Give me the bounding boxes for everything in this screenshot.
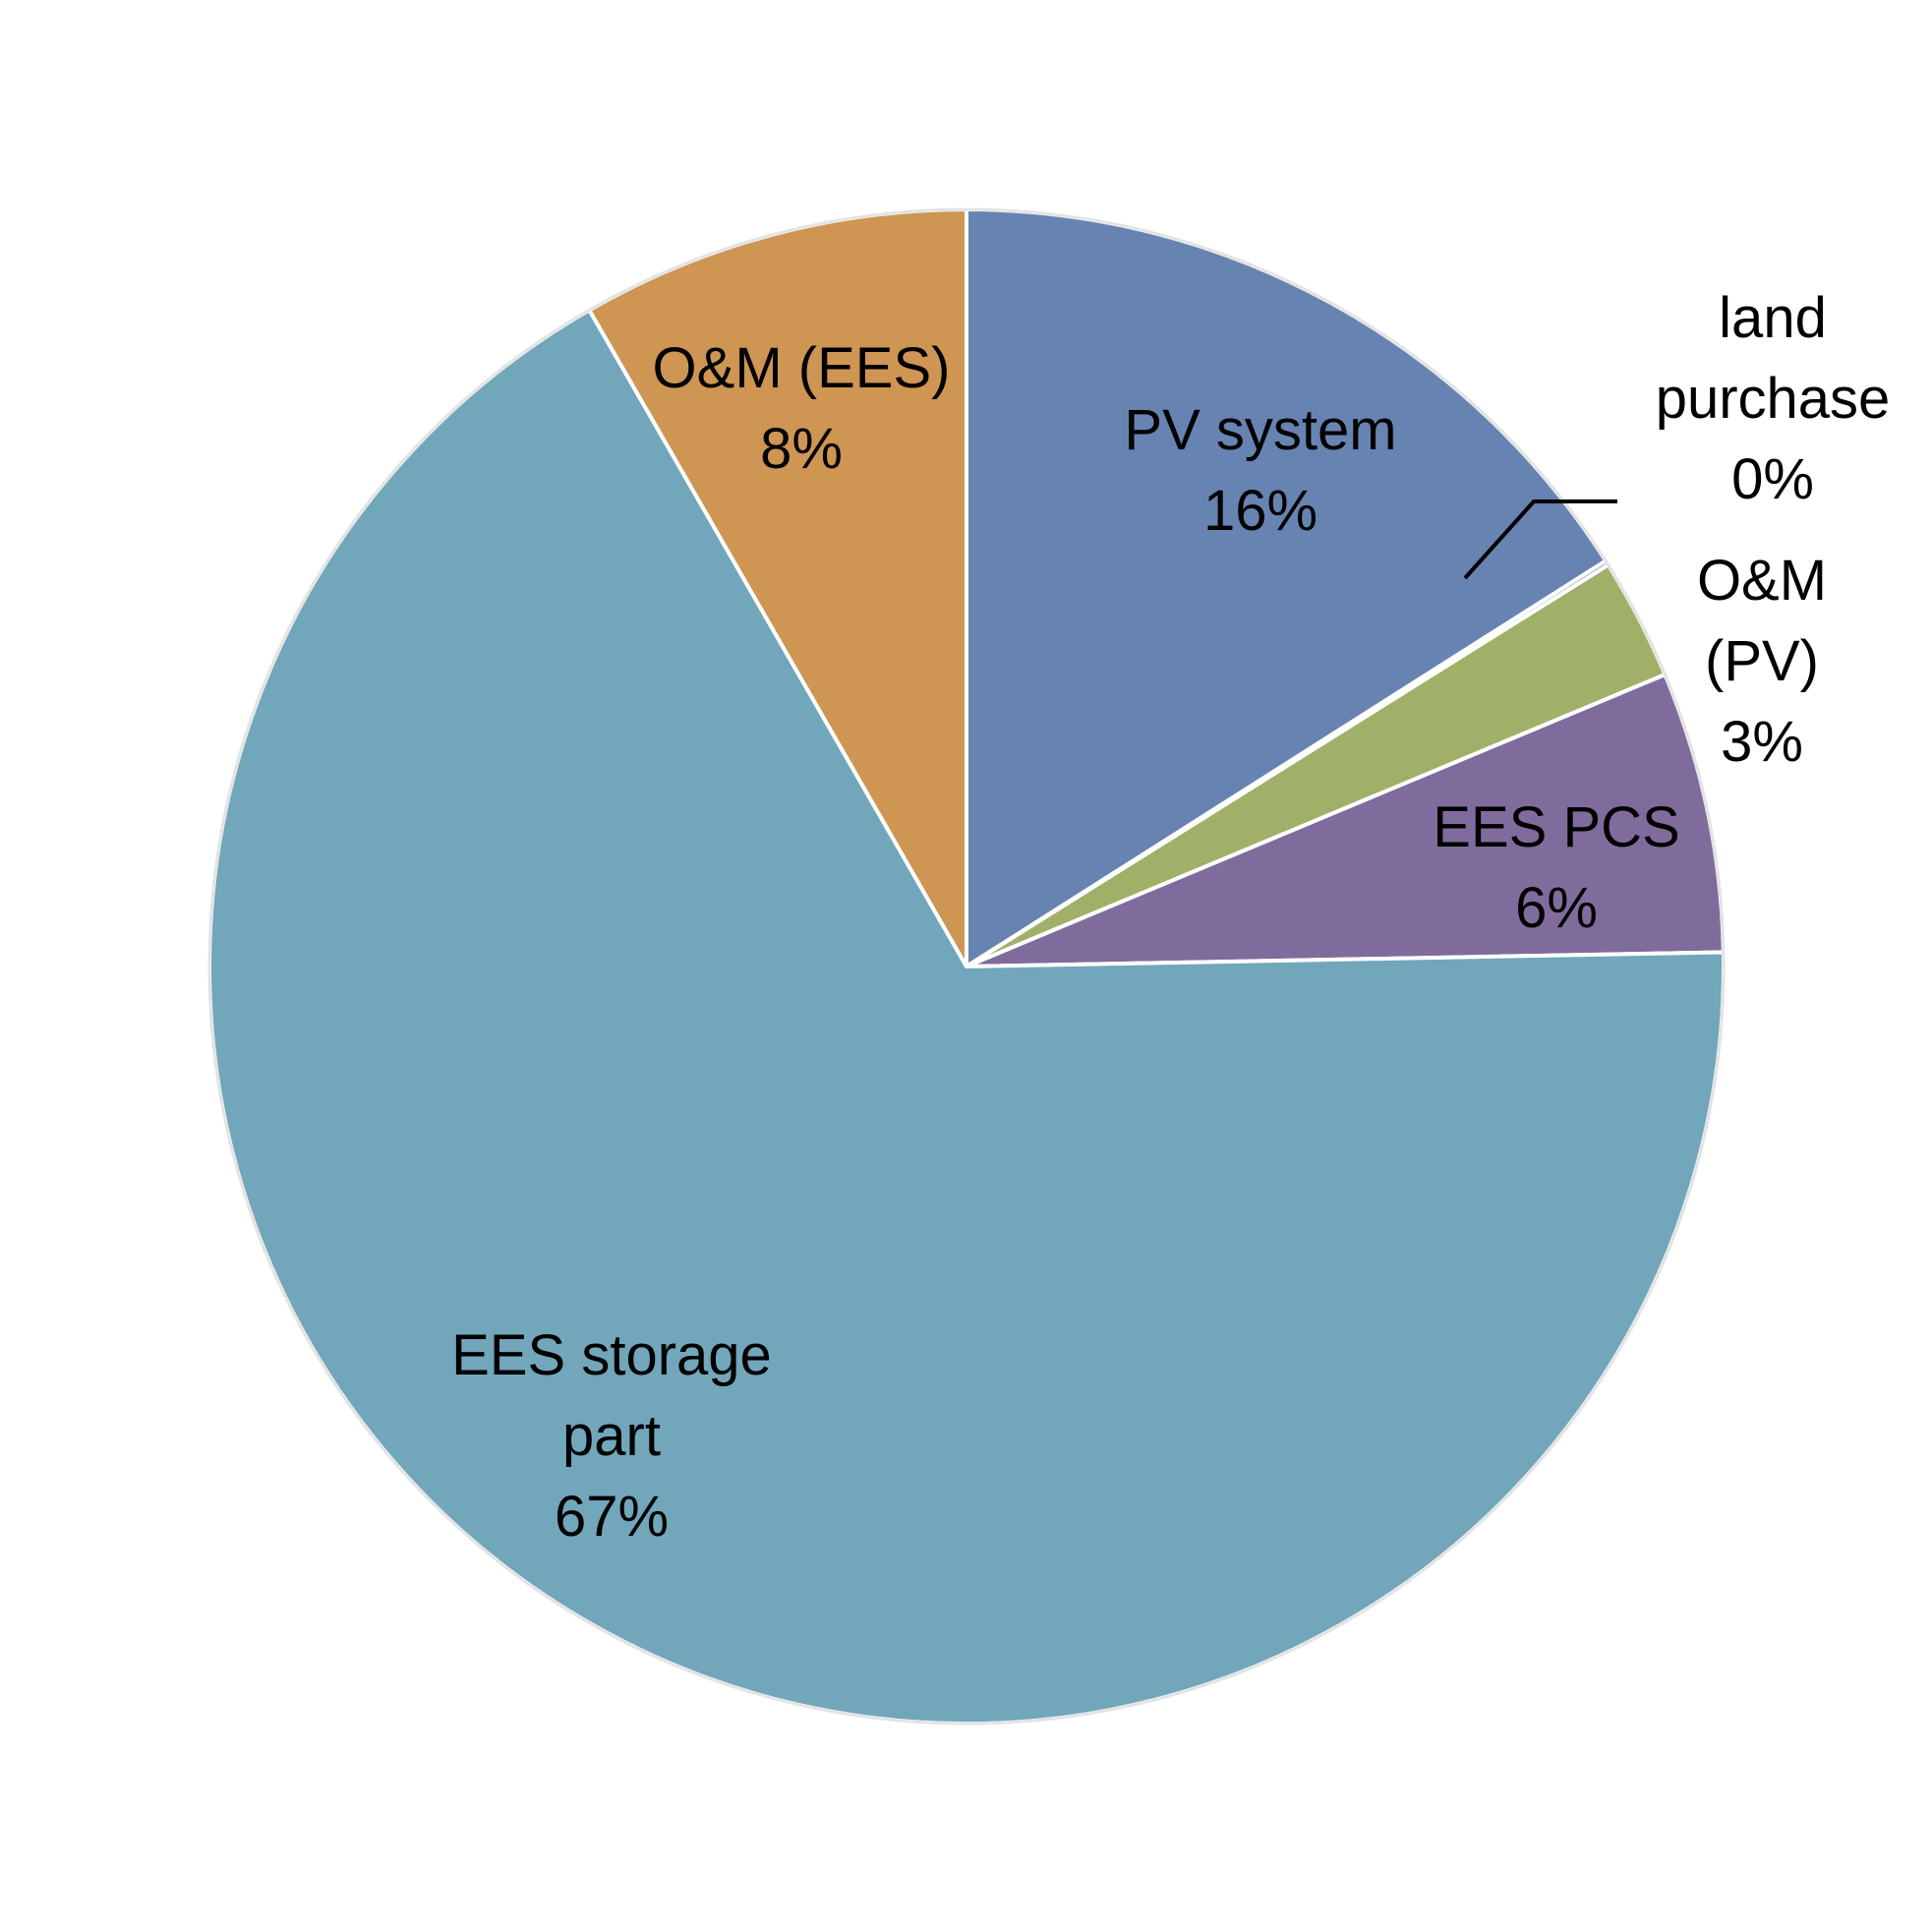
slice-label-line: 67% [555, 1485, 669, 1549]
slice-label-line: part [562, 1404, 661, 1468]
slice-label-line: land [1719, 286, 1827, 350]
slice-label-line: EES PCS [1433, 795, 1679, 859]
pie-outline [207, 207, 1726, 1726]
slice-label-o-m-pv: O&M (PV) 3% [1697, 549, 1827, 774]
leader-lines [1463, 499, 1617, 580]
slice-label-pv-system: PV system 16% [1124, 398, 1396, 543]
slice-label-line: O&M [1697, 549, 1827, 613]
slice-label-ees-storage-part: EES storage part 67% [451, 1323, 772, 1549]
slice-label-line: 3% [1721, 710, 1803, 774]
slice-label-land-purchase: land purchase 0% [1656, 286, 1891, 511]
slice-label-ees-pcs: EES PCS 6% [1433, 795, 1679, 940]
slice-label-line: PV system [1124, 398, 1396, 462]
slice-label-line: 8% [760, 417, 843, 481]
slice-label-line: 0% [1731, 447, 1814, 511]
pie-slices [207, 207, 1726, 1726]
slice-label-line: (PV) [1705, 629, 1819, 693]
slice-label-line: purchase [1656, 367, 1891, 431]
slice-labels: PV system 16% land purchase 0% O&M (PV) 3% EES P… [451, 286, 1890, 1549]
leader-line-land-purchase [1463, 499, 1617, 580]
slice-label-line: 6% [1515, 876, 1598, 940]
slice-label-o-m-ees: O&M (EES) 8% [653, 336, 951, 481]
slice-label-line: EES storage [451, 1323, 772, 1387]
slice-label-line: O&M (EES) [653, 336, 951, 400]
slice-label-line: 16% [1203, 479, 1317, 543]
